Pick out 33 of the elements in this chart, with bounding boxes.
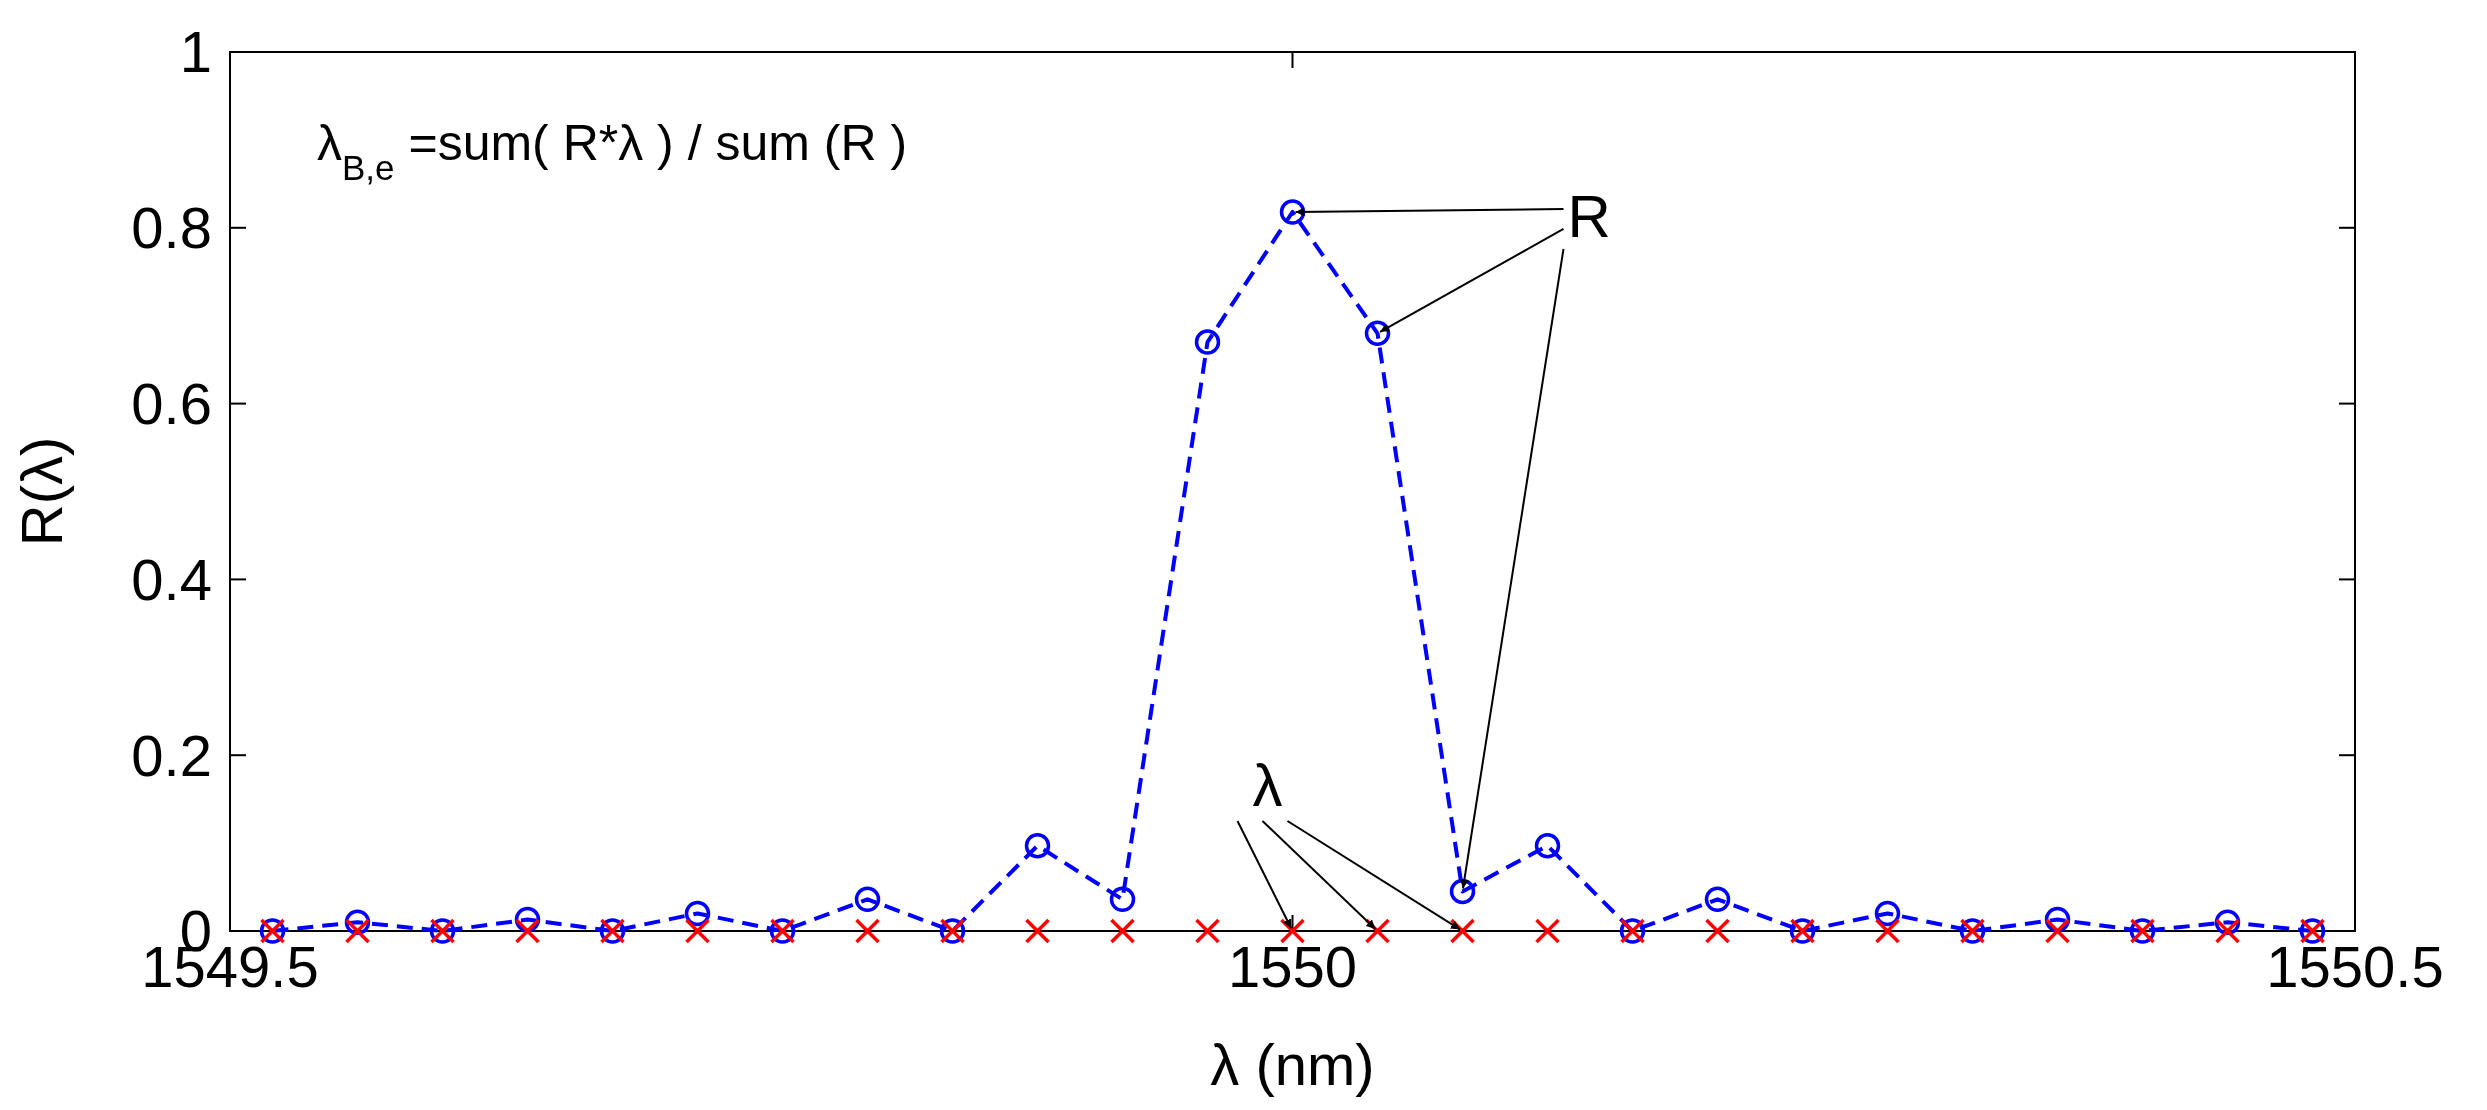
y-tick-label: 0.2 <box>131 722 212 788</box>
x-tick-label: 1550.5 <box>2266 934 2444 999</box>
annotation: R <box>1567 182 1611 250</box>
point <box>2044 918 2071 944</box>
y-tick-label: 1 <box>179 19 212 85</box>
point <box>684 918 711 944</box>
point <box>854 886 881 913</box>
point <box>1279 918 1306 944</box>
point <box>514 918 541 944</box>
point <box>1874 900 1901 927</box>
point <box>1704 918 1731 944</box>
point <box>1024 918 1051 944</box>
y-axis-title: R(λ) <box>9 436 74 547</box>
y-tick-label: 0.8 <box>131 195 212 261</box>
point <box>854 918 881 944</box>
point <box>1874 918 1901 944</box>
point <box>1194 918 1221 944</box>
x-axis-title: λ (nm) <box>1210 1032 1375 1097</box>
y-tick-label: 0.6 <box>131 370 212 436</box>
point <box>684 900 711 927</box>
point <box>1534 918 1561 944</box>
point <box>1024 833 1051 859</box>
annotation: λ$_{B,e}$ =sum( R*λ ) / sum (R ) <box>317 115 908 187</box>
y-tick-label: 0.4 <box>131 546 212 612</box>
point <box>1194 329 1221 355</box>
point <box>1534 833 1561 859</box>
point <box>1109 886 1136 913</box>
point <box>2214 918 2241 944</box>
point <box>344 918 371 944</box>
point <box>1109 918 1136 944</box>
point <box>1704 886 1731 913</box>
x-tick-label: 1550 <box>1227 934 1358 999</box>
annotation: λ <box>1252 752 1283 819</box>
